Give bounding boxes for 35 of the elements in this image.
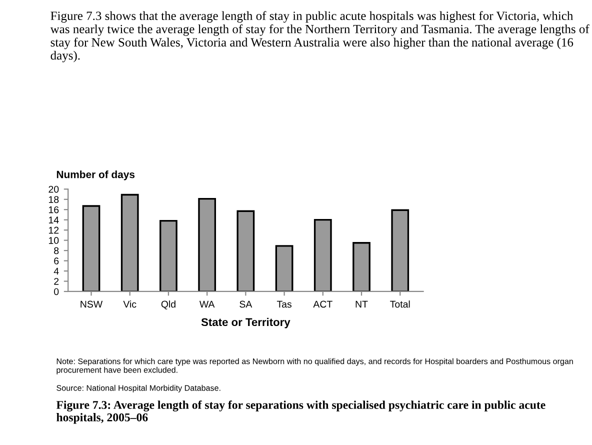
bar bbox=[160, 220, 178, 292]
x-axis-title: State or Territory bbox=[201, 318, 290, 328]
x-tick-label: Total bbox=[390, 300, 410, 308]
y-axis-title: Number of days bbox=[56, 170, 135, 180]
y-tick-label: 12 bbox=[48, 226, 59, 234]
x-tick-label: SA bbox=[240, 300, 252, 308]
x-tick-label: Qld bbox=[161, 300, 176, 310]
x-tick-label: Tas bbox=[276, 300, 292, 308]
bar bbox=[120, 194, 139, 292]
y-tick-label: 18 bbox=[48, 196, 59, 203]
y-tick-label: 16 bbox=[48, 206, 59, 214]
y-tick-label: 14 bbox=[48, 216, 59, 224]
bar bbox=[391, 209, 410, 292]
bar bbox=[352, 242, 370, 292]
text: Note: Separations for which care type was reported as Newborn with no qualified days, and records for Hospital boarders and Posthumous organ procurement have been excluded. bbox=[56, 358, 573, 374]
bar bbox=[314, 218, 332, 292]
y-tick-label: 10 bbox=[48, 237, 59, 244]
bar bbox=[275, 245, 294, 292]
y-tick-label: 20 bbox=[48, 186, 59, 193]
x-tick-label: ACT bbox=[313, 300, 332, 308]
x-tick-label: Vic bbox=[123, 300, 136, 308]
bar bbox=[198, 198, 216, 292]
y-tick-label: 0 bbox=[54, 288, 59, 296]
chart-subtitle: Figure 7.3 shows that the average length of stay in public acute hospitals was highest for Victoria, which was nearly twice the average length of stay for the Northern Territory and Tasmania. The average lengths of stay for New South Wales, Victoria and Western Australia were also higher than the national average (16 days). bbox=[50, 11, 590, 62]
source-note: Source: National Hospital Morbidity Database. bbox=[56, 384, 220, 392]
y-tick-label: 2 bbox=[54, 278, 59, 285]
bar bbox=[236, 210, 255, 292]
x-tick-label: NT bbox=[356, 300, 368, 308]
x-tick-label: WA bbox=[199, 300, 215, 308]
text: Figure 7.3: Average length of stay for separations with specialised psychiatric care in public acute hospitals, 2005–06 bbox=[56, 400, 546, 424]
y-tick-label: 6 bbox=[54, 258, 59, 264]
bar bbox=[82, 205, 100, 292]
x-tick-label: NSW bbox=[80, 300, 103, 308]
y-tick-label: 8 bbox=[54, 247, 59, 254]
y-tick-label: 4 bbox=[54, 268, 59, 275]
